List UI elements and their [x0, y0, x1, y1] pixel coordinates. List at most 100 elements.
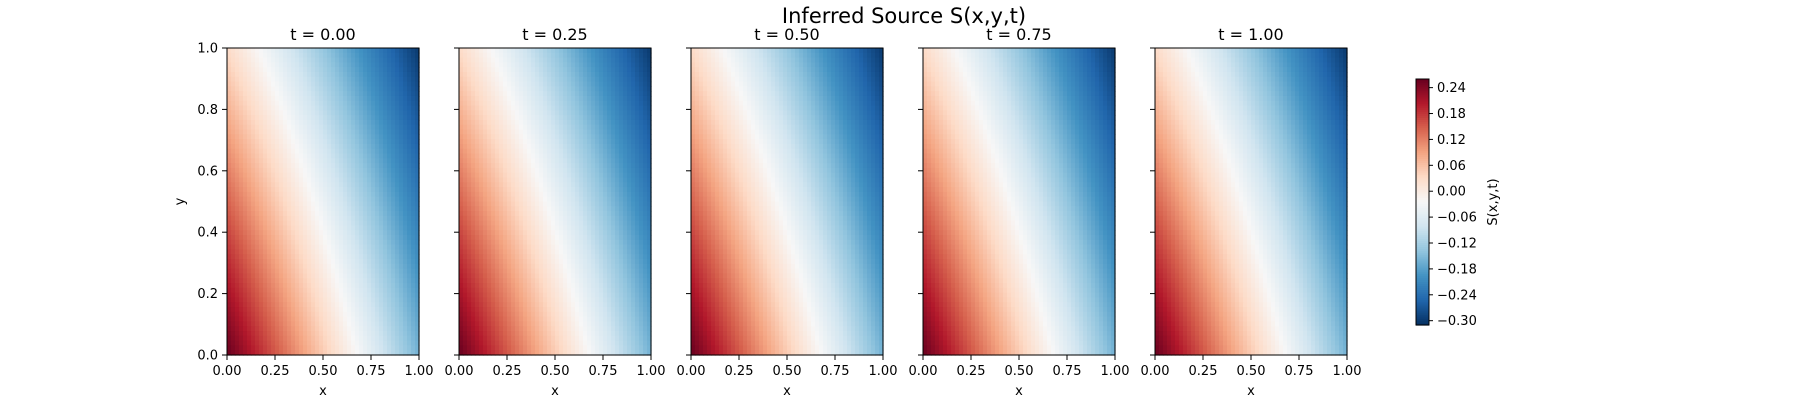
- heatmap-cell: [319, 326, 324, 332]
- heatmap-cell: [463, 158, 468, 164]
- heatmap-cell: [347, 182, 352, 188]
- heatmap-cell: [491, 110, 496, 116]
- heatmap-cell: [627, 225, 632, 231]
- heatmap-cell: [295, 225, 300, 231]
- heatmap-cell: [587, 187, 592, 193]
- heatmap-cell: [395, 302, 400, 308]
- heatmap-cell: [407, 158, 412, 164]
- heatmap-cell: [259, 340, 264, 347]
- heatmap-cell: [523, 76, 528, 83]
- heatmap-cell: [231, 187, 236, 193]
- heatmap-cell: [623, 86, 628, 92]
- heatmap-cell: [311, 196, 316, 203]
- heatmap-cell: [227, 311, 232, 318]
- heatmap-cell: [335, 201, 340, 207]
- heatmap-cell: [255, 211, 260, 217]
- heatmap-cell: [323, 311, 328, 318]
- heatmap-cell: [371, 52, 376, 59]
- heatmap-cell: [323, 307, 328, 313]
- heatmap-cell: [243, 311, 248, 318]
- heatmap-cell: [391, 350, 396, 356]
- heatmap-cell: [391, 134, 396, 140]
- heatmap-cell: [247, 335, 252, 342]
- heatmap-cell: [251, 119, 256, 126]
- heatmap-cell: [371, 100, 376, 107]
- heatmap-cell: [363, 67, 368, 73]
- heatmap-cell: [299, 119, 304, 126]
- heatmap-cell: [379, 62, 384, 68]
- heatmap-cell: [607, 124, 612, 131]
- heatmap-cell: [639, 76, 644, 83]
- heatmap-cell: [623, 57, 628, 63]
- heatmap-cell: [267, 95, 272, 102]
- heatmap-cell: [283, 292, 288, 299]
- heatmap-cell: [267, 91, 272, 97]
- heatmap-cell: [327, 187, 332, 193]
- heatmap-cell: [307, 287, 312, 294]
- heatmap-cell: [591, 167, 596, 174]
- heatmap-cell: [463, 153, 468, 159]
- heatmap-cell: [371, 268, 376, 275]
- heatmap-cell: [299, 163, 304, 169]
- heatmap-cell: [271, 283, 276, 289]
- heatmap-cell: [255, 71, 260, 78]
- heatmap-cell: [307, 292, 312, 299]
- heatmap-cell: [363, 249, 368, 255]
- heatmap-cell: [631, 134, 636, 140]
- heatmap-cell: [639, 71, 644, 78]
- heatmap-cell: [327, 158, 332, 164]
- heatmap-cell: [367, 249, 372, 255]
- heatmap-cell: [559, 143, 564, 150]
- heatmap-cell: [239, 225, 244, 231]
- heatmap-cell: [363, 316, 368, 323]
- heatmap-cell: [467, 235, 472, 241]
- heatmap-cell: [339, 307, 344, 313]
- heatmap-cell: [227, 345, 232, 351]
- heatmap-cell: [379, 139, 384, 145]
- heatmap-cell: [575, 215, 580, 222]
- heatmap-cell: [371, 335, 376, 342]
- heatmap-cell: [239, 331, 244, 337]
- heatmap-cell: [475, 81, 480, 87]
- heatmap-cell: [415, 143, 420, 150]
- heatmap-cell: [547, 115, 552, 121]
- heatmap-cell: [471, 71, 476, 78]
- heatmap-cell: [511, 182, 516, 188]
- heatmap-cell: [403, 119, 408, 126]
- heatmap-cell: [307, 211, 312, 217]
- heatmap-cell: [259, 48, 264, 54]
- heatmap-cell: [395, 307, 400, 313]
- heatmap-cell: [395, 297, 400, 303]
- heatmap-cell: [335, 143, 340, 150]
- heatmap-cell: [587, 177, 592, 183]
- heatmap-cell: [271, 52, 276, 59]
- heatmap-cell: [263, 321, 268, 327]
- heatmap-cell: [519, 91, 524, 97]
- heatmap-cell: [319, 48, 324, 54]
- heatmap-cell: [375, 139, 380, 145]
- heatmap-cell: [363, 268, 368, 275]
- heatmap-cell: [291, 297, 296, 303]
- heatmap-cell: [239, 57, 244, 63]
- heatmap-cell: [311, 139, 316, 145]
- heatmap-cell: [295, 139, 300, 145]
- heatmap-cell: [395, 76, 400, 83]
- heatmap-cell: [383, 206, 388, 212]
- heatmap-cell: [319, 187, 324, 193]
- heatmap-cell: [279, 158, 284, 164]
- heatmap-cell: [507, 48, 512, 54]
- heatmap-cell: [367, 273, 372, 279]
- heatmap-cell: [231, 211, 236, 217]
- heatmap-cell: [471, 230, 476, 236]
- heatmap-cell: [235, 249, 240, 255]
- heatmap-cell: [379, 76, 384, 83]
- heatmap-cell: [283, 124, 288, 131]
- heatmap-cell: [639, 143, 644, 150]
- heatmap-cell: [359, 86, 364, 92]
- heatmap-cell: [307, 167, 312, 174]
- heatmap-cell: [259, 196, 264, 203]
- heatmap-cell: [283, 321, 288, 327]
- heatmap-cell: [519, 110, 524, 116]
- heatmap-cell: [275, 187, 280, 193]
- heatmap-cell: [527, 196, 532, 203]
